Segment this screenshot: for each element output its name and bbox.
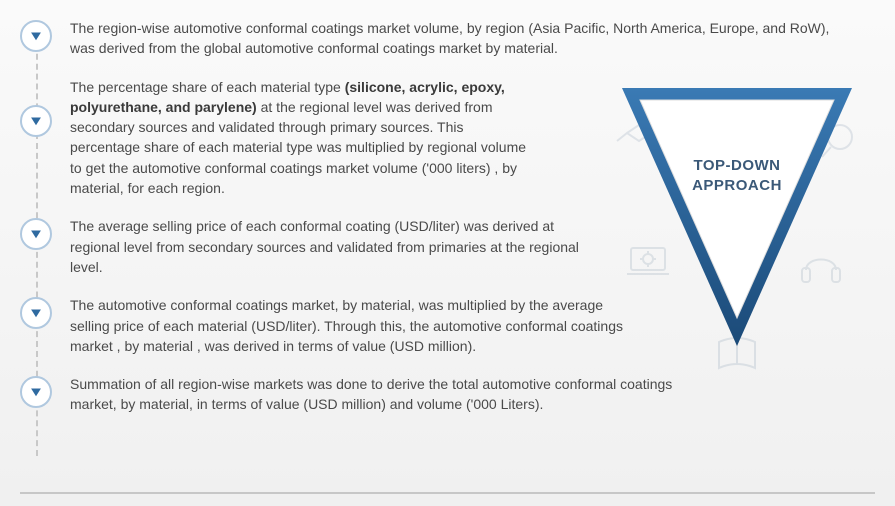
bullet-text: The region-wise automotive conformal coa…: [70, 18, 850, 59]
bullet-marker-icon: [20, 297, 52, 329]
bullet-text: The automotive conformal coatings market…: [70, 295, 630, 356]
bullet-marker-icon: [20, 218, 52, 250]
bullet-row: The automotive conformal coatings market…: [20, 295, 875, 356]
bullet-row: The region-wise automotive conformal coa…: [20, 18, 875, 59]
bullet-marker-icon: [20, 105, 52, 137]
bullet-text: The average selling price of each confor…: [70, 216, 600, 277]
bullet-text: Summation of all region-wise markets was…: [70, 374, 710, 415]
bullet-marker-icon: [20, 376, 52, 408]
infographic-container: The region-wise automotive conformal coa…: [0, 0, 895, 506]
bullet-row: The percentage share of each material ty…: [20, 77, 875, 199]
bullet-text: The percentage share of each material ty…: [70, 77, 530, 199]
bullet-marker-icon: [20, 20, 52, 52]
bullet-row: The average selling price of each confor…: [20, 216, 875, 277]
bullet-row: Summation of all region-wise markets was…: [20, 374, 875, 415]
bullet-list: The region-wise automotive conformal coa…: [20, 18, 875, 415]
bottom-divider: [20, 492, 875, 494]
